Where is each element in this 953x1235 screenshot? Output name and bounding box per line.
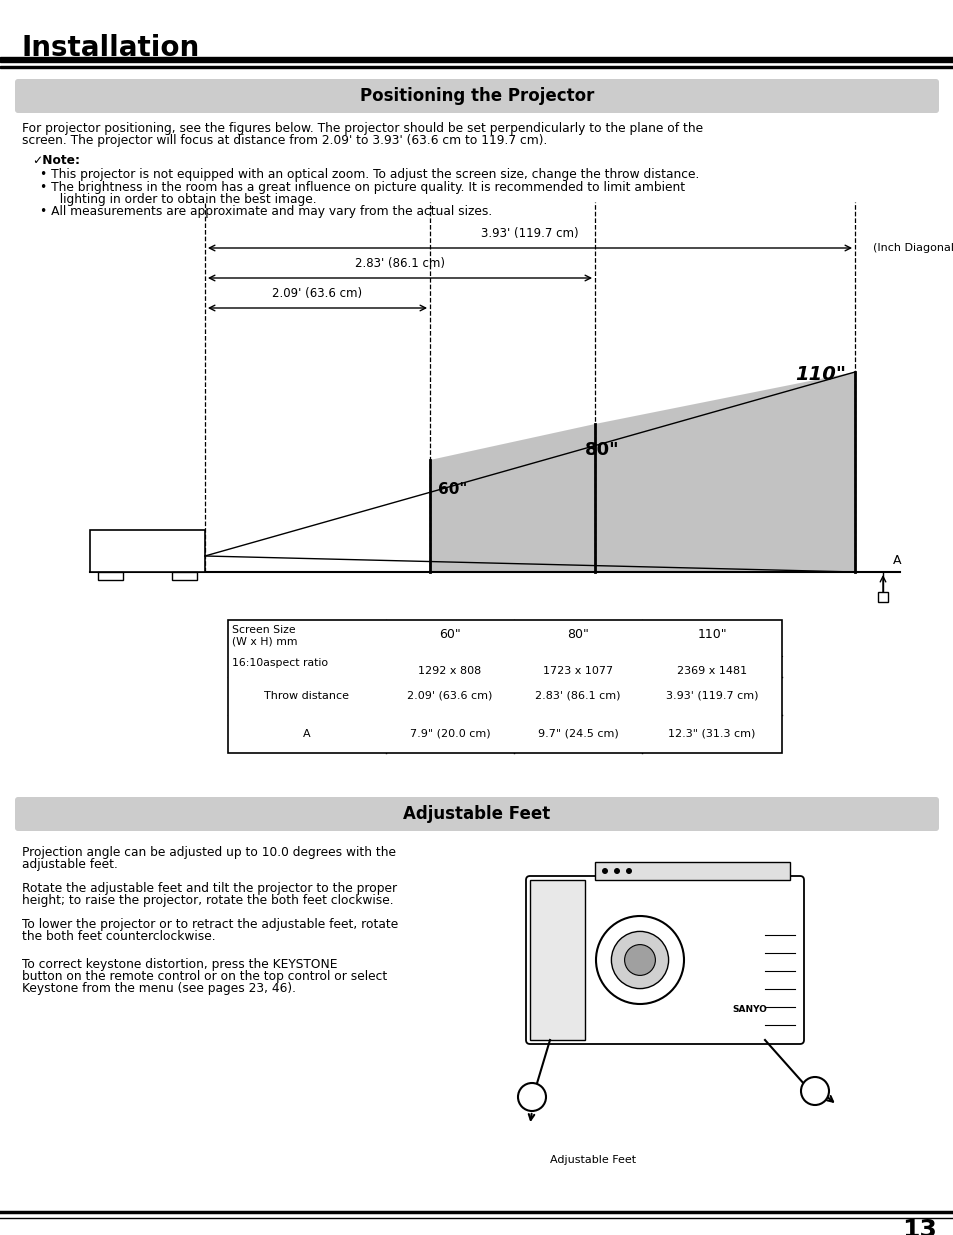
Text: 60": 60" [438, 627, 460, 641]
Text: A: A [303, 729, 311, 739]
Bar [172, 572, 196, 580]
Text: For projector positioning, see the figures below. The projector should be set pe: For projector positioning, see the figur… [22, 122, 702, 135]
Bar [90, 530, 205, 572]
Text: 9.7" (24.5 cm): 9.7" (24.5 cm) [537, 729, 618, 739]
Text: To lower the projector or to retract the adjustable feet, rotate: To lower the projector or to retract the… [22, 918, 397, 931]
Text: screen. The projector will focus at distance from 2.09' to 3.93' (63.6 cm to 119: screen. The projector will focus at dist… [22, 135, 547, 147]
Text: Screen Size: Screen Size [232, 625, 295, 635]
Bar [0, 65, 953, 68]
Text: 2369 x 1481: 2369 x 1481 [677, 666, 746, 676]
Polygon shape [430, 372, 854, 572]
Text: 110": 110" [697, 627, 726, 641]
Circle shape [596, 916, 683, 1004]
Circle shape [625, 868, 631, 874]
Text: To correct keystone distortion, press the KEYSTONE: To correct keystone distortion, press th… [22, 958, 337, 971]
Text: • The brightness in the room has a great influence on picture quality. It is rec: • The brightness in the room has a great… [40, 182, 684, 194]
Text: lighting in order to obtain the best image.: lighting in order to obtain the best ima… [52, 193, 316, 206]
Text: 60": 60" [437, 483, 467, 498]
Text: Throw distance: Throw distance [264, 692, 349, 701]
Text: 13: 13 [902, 1218, 937, 1235]
Text: button on the remote control or on the top control or select: button on the remote control or on the t… [22, 969, 387, 983]
Bar [595, 862, 789, 881]
Text: 3.93' (119.7 cm): 3.93' (119.7 cm) [480, 227, 578, 240]
FancyBboxPatch shape [15, 797, 938, 831]
Text: 2.83' (86.1 cm): 2.83' (86.1 cm) [355, 257, 444, 270]
Text: 80": 80" [566, 627, 588, 641]
Bar [0, 57, 953, 62]
Text: Keystone from the menu (see pages 23, 46).: Keystone from the menu (see pages 23, 46… [22, 982, 295, 995]
FancyBboxPatch shape [525, 876, 803, 1044]
Text: adjustable feet.: adjustable feet. [22, 858, 118, 871]
Circle shape [614, 868, 619, 874]
Text: 3.93' (119.7 cm): 3.93' (119.7 cm) [665, 692, 758, 701]
Text: 2.09' (63.6 cm): 2.09' (63.6 cm) [273, 287, 362, 300]
Text: (Inch Diagonal): (Inch Diagonal) [872, 243, 953, 253]
Text: 7.9" (20.0 cm): 7.9" (20.0 cm) [409, 729, 490, 739]
Circle shape [611, 931, 668, 988]
Text: Adjustable Feet: Adjustable Feet [550, 1155, 636, 1165]
Text: Positioning the Projector: Positioning the Projector [359, 86, 594, 105]
Bar [228, 620, 781, 753]
Text: • All measurements are approximate and may vary from the actual sizes.: • All measurements are approximate and m… [40, 205, 492, 219]
Bar [530, 881, 584, 1040]
Text: 16:10aspect ratio: 16:10aspect ratio [232, 658, 328, 668]
Text: 12.3" (31.3 cm): 12.3" (31.3 cm) [668, 729, 755, 739]
Bar [877, 592, 887, 601]
Text: 110": 110" [794, 366, 845, 384]
Text: • This projector is not equipped with an optical zoom. To adjust the screen size: • This projector is not equipped with an… [40, 168, 699, 182]
Text: (W x H) mm: (W x H) mm [232, 637, 297, 647]
Text: Installation: Installation [22, 35, 200, 62]
Text: the both feet counterclockwise.: the both feet counterclockwise. [22, 930, 215, 944]
Text: SANYO: SANYO [732, 1005, 766, 1014]
Text: 80": 80" [584, 441, 619, 459]
Text: 2.83' (86.1 cm): 2.83' (86.1 cm) [535, 692, 620, 701]
Text: A: A [892, 553, 901, 567]
Text: height; to raise the projector, rotate the both feet clockwise.: height; to raise the projector, rotate t… [22, 894, 394, 906]
Text: 1723 x 1077: 1723 x 1077 [542, 666, 613, 676]
Circle shape [601, 868, 607, 874]
Circle shape [801, 1077, 828, 1105]
Bar [98, 572, 123, 580]
Text: Adjustable Feet: Adjustable Feet [403, 805, 550, 823]
Text: Projection angle can be adjusted up to 10.0 degrees with the: Projection angle can be adjusted up to 1… [22, 846, 395, 860]
Text: 2.09' (63.6 cm): 2.09' (63.6 cm) [407, 692, 492, 701]
Text: Rotate the adjustable feet and tilt the projector to the proper: Rotate the adjustable feet and tilt the … [22, 882, 396, 895]
Text: ✓Note:: ✓Note: [32, 154, 80, 167]
Circle shape [624, 945, 655, 976]
Circle shape [517, 1083, 545, 1112]
FancyBboxPatch shape [15, 79, 938, 112]
Text: 1292 x 808: 1292 x 808 [418, 666, 481, 676]
